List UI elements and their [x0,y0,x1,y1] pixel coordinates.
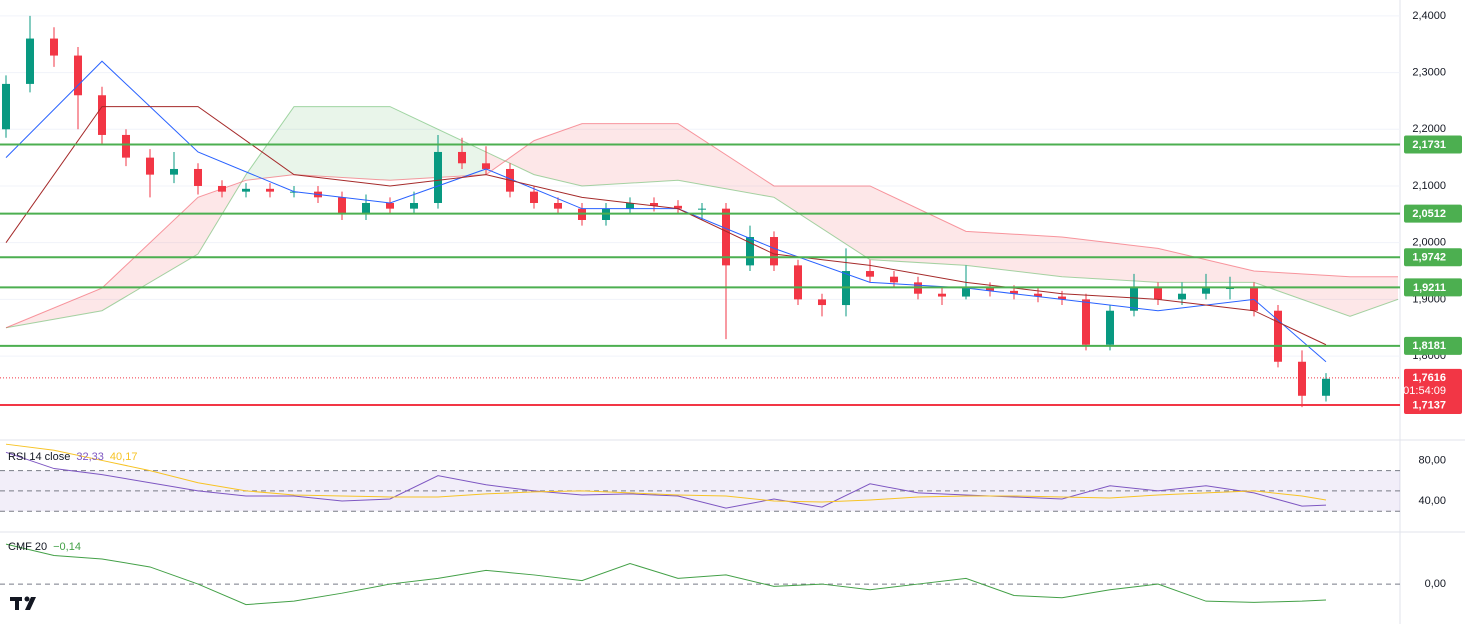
candle-body [1130,288,1138,311]
indicator-title: CMF 20 [8,541,47,553]
cloud-fill [966,231,1062,277]
indicator-value: 32,33 [76,451,104,463]
candle-body [698,208,706,210]
y-tick-label: 2,4000 [1412,10,1446,22]
indicator-title: RSI 14 close [8,451,70,463]
level-label-box [1404,248,1462,267]
candle-body [2,83,10,130]
candle-body [482,163,490,169]
level-label: 2,1731 [1412,139,1446,151]
cloud-fill [870,185,966,266]
last-price-box [1404,368,1462,399]
level-label: 1,8181 [1412,340,1446,352]
candle-body [746,237,754,266]
indicator-line [5,443,1327,503]
candle-body [146,157,154,175]
last-price-label: 1,7616 [1412,372,1446,384]
cloud-fill [582,123,678,186]
logo [10,596,36,610]
level-label: 1,7137 [1412,399,1446,411]
candle-body [1226,288,1234,290]
candle-body [386,202,394,209]
candle-body [818,299,826,306]
candle-body [1154,288,1162,300]
candle-body [194,168,202,186]
candle-body [362,202,370,215]
candle-body [98,95,106,135]
candle-body [1274,310,1282,362]
countdown: 01:54:09 [1403,385,1446,397]
candle-body [1034,293,1042,297]
candle-body [122,134,130,158]
level-label-box [1404,336,1462,355]
candle-body [1058,296,1066,300]
cloud-fill [774,185,870,260]
y-tick-label: 40,00 [1418,495,1446,507]
candle-body [1322,378,1330,396]
indicator-line [5,543,1327,606]
candle-body [170,168,178,175]
cloud-fill [1254,271,1350,317]
candle-body [26,38,34,84]
candle-body [1010,290,1018,294]
y-tick-label: 0,00 [1425,578,1446,590]
cloud-fill [294,106,390,181]
candle-body [242,188,250,192]
candle-body [74,55,82,96]
candle-body [1082,299,1090,345]
y-tick-label: 2,0000 [1412,237,1446,249]
indicator-line [5,106,1327,346]
candle-body [50,38,58,56]
candle-body [1202,288,1210,294]
cloud-span [5,123,1398,329]
candle-body [938,293,946,297]
candle-body [770,237,778,266]
candle-body [218,185,226,192]
candle-body [626,202,634,209]
candle-body [1178,293,1186,300]
level-label-box [1404,278,1462,297]
candle-body [866,271,874,277]
candle-body [434,151,442,203]
y-tick-label: 2,3000 [1412,66,1446,78]
candle-body [890,276,898,283]
cloud-fill [1062,237,1158,283]
indicator-value: 40,17 [110,451,138,463]
candle-body [530,191,538,203]
cloud-fill [246,106,294,181]
candle-body [1106,310,1114,345]
level-label: 1,9211 [1413,282,1446,294]
candle-body [1298,361,1306,396]
level-label-box [1404,204,1462,223]
indicator-value: −0,14 [53,541,81,553]
level-label: 2,0512 [1412,208,1446,220]
candle-body [458,151,466,164]
cloud-fill [678,123,774,198]
level-label: 1,9742 [1412,252,1446,264]
y-tick-label: 2,2000 [1412,123,1446,135]
level-label-box [1404,396,1462,415]
candle-body [986,288,994,291]
rsi-band [0,470,1400,512]
indicator-line [5,451,1327,509]
candle-body [650,202,658,206]
cloud-fill [102,197,198,311]
y-tick-label: 80,00 [1418,454,1446,466]
candle-body [794,265,802,300]
candle-body [554,202,562,209]
candle-body [338,197,346,215]
candle-body [410,202,418,209]
candle-body [266,188,274,192]
y-tick-label: 2,1000 [1412,180,1446,192]
level-label-box [1404,135,1462,154]
candle-body [674,205,682,209]
candle-body [962,288,970,297]
cloud-span [5,106,1399,329]
candle-body [722,208,730,266]
cloud-fill [534,123,582,186]
